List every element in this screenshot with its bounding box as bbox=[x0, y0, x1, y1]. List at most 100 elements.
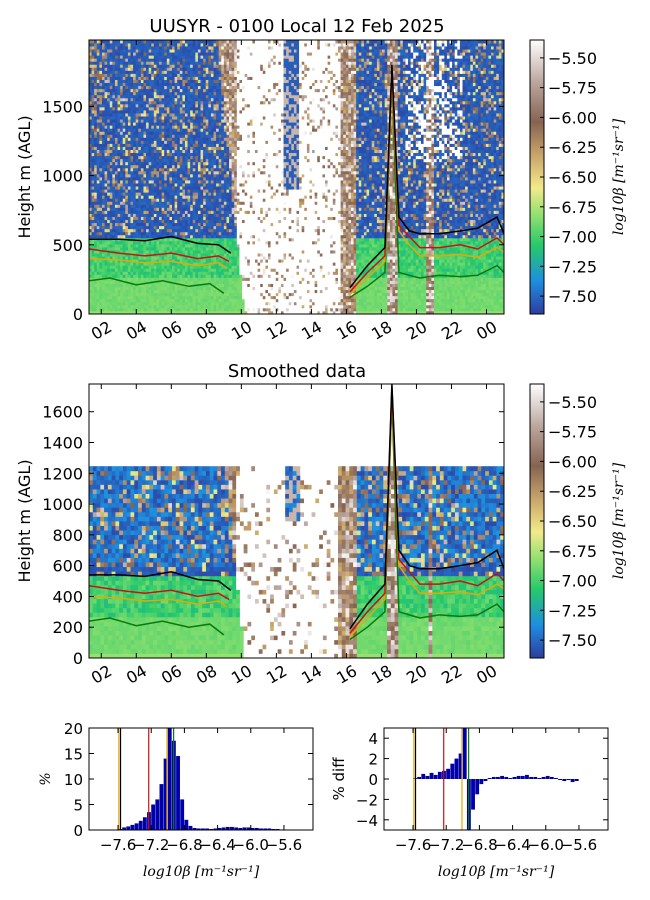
heatmap-cell bbox=[133, 201, 137, 205]
heatmap-cell bbox=[156, 94, 160, 99]
heatmap-cell bbox=[172, 131, 175, 135]
heatmap-cell bbox=[226, 213, 230, 217]
heatmap-cell bbox=[184, 183, 188, 187]
heatmap-cell bbox=[187, 106, 191, 111]
heatmap-cell bbox=[114, 43, 118, 47]
heatmap-cell bbox=[159, 88, 163, 93]
heatmap-cell bbox=[161, 192, 165, 196]
heatmap-cell bbox=[223, 110, 227, 114]
heatmap-cell bbox=[122, 94, 126, 99]
heatmap-cell bbox=[122, 201, 126, 205]
heatmap-cell bbox=[104, 234, 108, 239]
heatmap-cell bbox=[187, 119, 191, 123]
heatmap-cell bbox=[94, 247, 98, 251]
heatmap-cell bbox=[146, 143, 150, 147]
heatmap-cell bbox=[174, 240, 178, 245]
heatmap-cell bbox=[112, 103, 116, 108]
heatmap-cell bbox=[226, 55, 230, 59]
heatmap-cell bbox=[190, 164, 194, 169]
heatmap-cell bbox=[210, 67, 214, 71]
heatmap-cell bbox=[143, 164, 147, 169]
heatmap-cell bbox=[127, 231, 131, 236]
heatmap-cell bbox=[151, 286, 155, 291]
heatmap-cell bbox=[205, 301, 209, 306]
heatmap-cell bbox=[117, 137, 121, 141]
heatmap-cell bbox=[133, 280, 137, 284]
heatmap-cell bbox=[226, 67, 230, 71]
heatmap-cell bbox=[130, 49, 134, 53]
heatmap-cell bbox=[109, 82, 113, 87]
heatmap-cell bbox=[138, 307, 142, 312]
heatmap-cell bbox=[120, 152, 124, 157]
heatmap-cell bbox=[91, 97, 95, 102]
heatmap-cell bbox=[117, 204, 121, 208]
heatmap-cell bbox=[218, 237, 222, 242]
heatmap-cell bbox=[133, 274, 137, 278]
heatmap-cell bbox=[195, 103, 199, 108]
heatmap-cell bbox=[109, 100, 113, 105]
heatmap-cell bbox=[231, 304, 235, 309]
heatmap-cell bbox=[89, 52, 92, 56]
heatmap-cell bbox=[96, 97, 100, 102]
heatmap-cell bbox=[205, 137, 209, 141]
heatmap-cell bbox=[140, 70, 144, 74]
heatmap-cell bbox=[226, 61, 230, 65]
heatmap-cell bbox=[164, 265, 168, 269]
heatmap-cell bbox=[192, 155, 196, 160]
heatmap-cell bbox=[107, 204, 111, 208]
heatmap-cell bbox=[226, 91, 230, 96]
heatmap-cell bbox=[177, 64, 181, 68]
heatmap-cell bbox=[216, 103, 220, 108]
heatmap-cell bbox=[166, 82, 170, 87]
heatmap-cell bbox=[172, 225, 175, 230]
heatmap-cell bbox=[117, 52, 121, 56]
heatmap-cell bbox=[190, 125, 194, 129]
heatmap-cell bbox=[221, 161, 225, 166]
heatmap-cell bbox=[210, 183, 214, 187]
heatmap-cell bbox=[109, 58, 113, 62]
heatmap-cell bbox=[146, 85, 150, 90]
heatmap-cell bbox=[153, 94, 157, 99]
heatmap-cell bbox=[190, 183, 194, 187]
heatmap-cell bbox=[197, 100, 201, 105]
heatmap-cell bbox=[135, 173, 139, 178]
heatmap-cell bbox=[120, 262, 124, 266]
heatmap-cell bbox=[107, 88, 111, 93]
heatmap-cell bbox=[159, 180, 163, 184]
heatmap-cell bbox=[218, 167, 222, 172]
heatmap-cell bbox=[164, 131, 168, 135]
heatmap-cell bbox=[112, 265, 116, 269]
heatmap-cell bbox=[223, 298, 227, 303]
heatmap-cell bbox=[184, 49, 188, 53]
heatmap-cell bbox=[226, 52, 230, 56]
heatmap-cell bbox=[107, 73, 111, 77]
heatmap-cell bbox=[148, 43, 152, 47]
heatmap-cell bbox=[192, 43, 196, 47]
heatmap-cell bbox=[117, 198, 121, 202]
heatmap-cell bbox=[94, 256, 98, 260]
heatmap-cell bbox=[94, 94, 98, 99]
heatmap-cell bbox=[229, 128, 233, 132]
heatmap-cell bbox=[223, 64, 227, 68]
heatmap-cell bbox=[229, 274, 233, 278]
heatmap-cell bbox=[112, 301, 116, 306]
heatmap-cell bbox=[153, 195, 157, 199]
heatmap-cell bbox=[120, 283, 124, 287]
heatmap-cell bbox=[192, 228, 196, 233]
heatmap-cell bbox=[169, 64, 173, 68]
heatmap-cell bbox=[140, 158, 144, 163]
heatmap-cell bbox=[146, 94, 150, 99]
heatmap-cell bbox=[153, 310, 157, 314]
heatmap-cell bbox=[229, 210, 233, 214]
heatmap-cell bbox=[156, 152, 160, 157]
heatmap-cell bbox=[187, 298, 191, 303]
heatmap-cell bbox=[156, 250, 160, 254]
heatmap-cell bbox=[151, 134, 155, 138]
heatmap-cell bbox=[197, 158, 201, 163]
heatmap-cell bbox=[182, 207, 186, 211]
heatmap-cell bbox=[101, 82, 105, 87]
heatmap-cell bbox=[120, 304, 124, 309]
heatmap-cell bbox=[127, 140, 131, 144]
heatmap-cell bbox=[177, 94, 181, 99]
heatmap-cell bbox=[159, 125, 163, 129]
